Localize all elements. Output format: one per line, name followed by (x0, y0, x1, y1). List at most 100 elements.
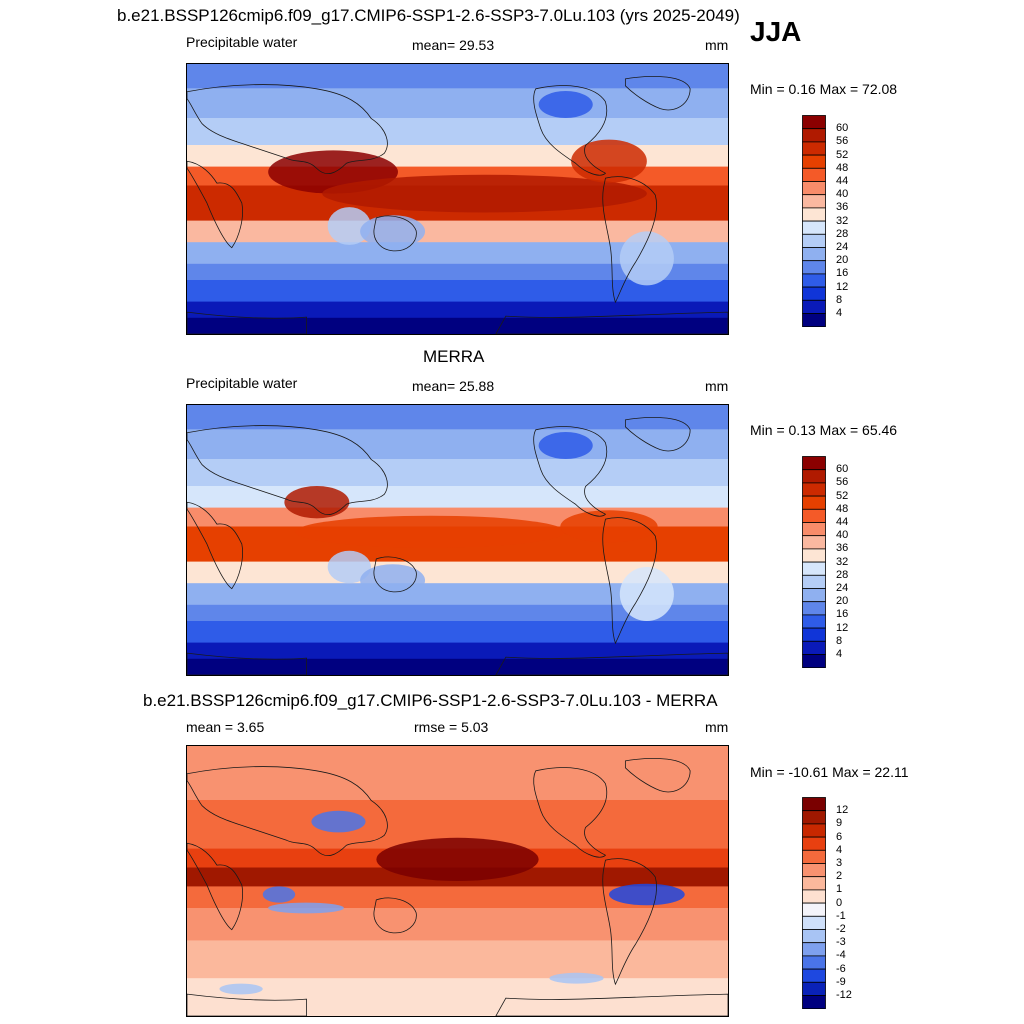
colorbar-label: 60 (836, 463, 849, 476)
field-band (187, 118, 728, 146)
colorbar-box (802, 313, 826, 328)
colorbar-label: -6 (836, 962, 846, 975)
colorbar-label: 9 (836, 817, 843, 830)
coastline (602, 858, 657, 986)
colorbar-label: 36 (836, 542, 849, 555)
colorbar-box (802, 469, 826, 484)
colorbar-label: 32 (836, 555, 849, 568)
panel-2-colorbar: 60 56 52 48 44 40 36 32 28 24 20 16 12 8 4 (802, 456, 848, 669)
colorbar-box (802, 601, 826, 616)
colorbar-box (802, 115, 826, 130)
field-band (187, 658, 728, 675)
colorbar-box (802, 942, 826, 957)
colorbar-box (802, 207, 826, 222)
colorbar-box (802, 797, 826, 812)
field-band (187, 621, 728, 644)
colorbar-box (802, 194, 826, 209)
colorbar-label: 20 (836, 595, 849, 608)
coastline (602, 517, 657, 645)
colorbar-box (802, 889, 826, 904)
panel-3-colorbar: 12 9 6 4 3 2 1 0 -1 -2 -3 -4 -6 -9 -12 (802, 797, 852, 1010)
field-band (187, 604, 728, 622)
colorbar-label: -9 (836, 975, 846, 988)
colorbar-label: 28 (836, 227, 849, 240)
field-feature (262, 886, 296, 903)
coastline (495, 311, 728, 334)
colorbar-box (802, 902, 826, 917)
panel-3-map (186, 745, 729, 1017)
field-band (187, 908, 728, 942)
coastline (187, 160, 243, 249)
panel-3-coastlines (187, 757, 728, 1016)
colorbar-label: 16 (836, 267, 849, 280)
colorbar-label: 4 (836, 307, 843, 319)
colorbar-label: -12 (836, 989, 852, 1001)
field-feature (549, 972, 604, 984)
colorbar-label: 4 (836, 648, 843, 660)
field-band (187, 561, 728, 585)
field-band (187, 242, 728, 265)
panel-3-units: mm (705, 719, 729, 735)
colorbar-label: 32 (836, 214, 849, 227)
colorbar-box (802, 456, 826, 471)
colorbar-box (802, 995, 826, 1010)
field-feature (268, 902, 344, 914)
field-band (187, 317, 728, 334)
field-feature (619, 231, 674, 286)
colorbar-label: 40 (836, 529, 849, 542)
colorbar-label: 20 (836, 254, 849, 267)
coastline (602, 176, 657, 304)
panel-2-coastlines (187, 416, 728, 675)
coastline (533, 85, 608, 176)
panel-3-field (187, 746, 728, 1016)
colorbar-box (802, 627, 826, 642)
field-feature (571, 139, 647, 183)
field-feature (560, 510, 658, 543)
colorbar-label: -2 (836, 923, 846, 935)
coastline (373, 556, 417, 593)
colorbar-box (802, 181, 826, 196)
colorbar-box (802, 574, 826, 589)
colorbar-box (802, 968, 826, 983)
colorbar-label: 2 (836, 870, 843, 883)
coastline (187, 993, 307, 1016)
panel-1-map (186, 63, 729, 335)
field-feature (322, 174, 647, 213)
panel-1-minmax: Min = 0.16 Max = 72.08 (750, 81, 898, 97)
colorbar-label: 56 (836, 476, 849, 489)
colorbar-label: 4 (836, 843, 843, 856)
field-feature (219, 983, 263, 995)
colorbar-box (802, 929, 826, 944)
colorbar-box (802, 654, 826, 669)
field-feature (619, 567, 674, 621)
field-feature (311, 810, 366, 833)
colorbar-label: 12 (836, 804, 849, 817)
field-band (187, 940, 728, 980)
colorbar-label: 60 (836, 122, 849, 135)
colorbar-box (802, 588, 826, 603)
colorbar-box (802, 614, 826, 629)
panel-1-coastlines (187, 75, 728, 334)
panel-2-variable-label: Precipitable water (186, 375, 298, 391)
coastline (373, 215, 417, 252)
colorbar-label: 24 (836, 582, 849, 594)
colorbar-label: -1 (836, 909, 846, 922)
colorbar-box (802, 482, 826, 497)
colorbar-label: 12 (836, 280, 849, 293)
coastline (624, 75, 691, 111)
colorbar-box (802, 863, 826, 878)
colorbar-label: 48 (836, 161, 849, 174)
coastline (187, 652, 307, 675)
colorbar-box (802, 154, 826, 169)
colorbar-box (802, 247, 826, 262)
coastline (187, 842, 243, 931)
colorbar-box (802, 810, 826, 825)
colorbar-label: 0 (836, 896, 843, 909)
colorbar-box (802, 220, 826, 235)
colorbar-label: 36 (836, 201, 849, 214)
field-band (187, 583, 728, 606)
colorbar-label: 6 (836, 830, 843, 843)
colorbar-box (802, 299, 826, 314)
field-feature (376, 837, 539, 881)
field-band (187, 280, 728, 303)
